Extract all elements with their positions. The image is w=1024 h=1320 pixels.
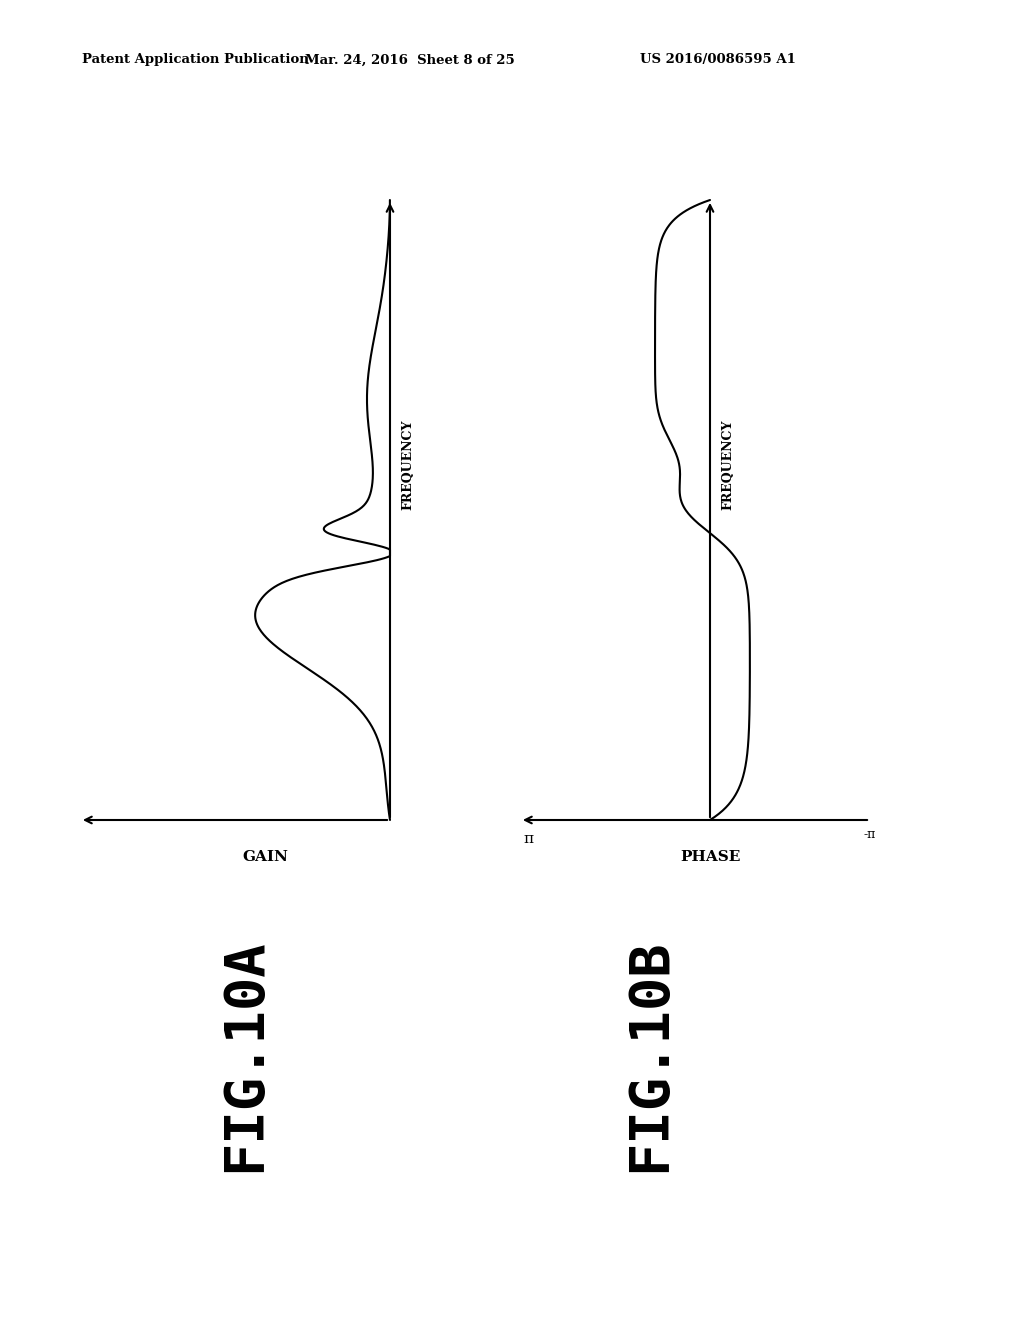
Text: GAIN: GAIN [242,850,288,865]
Text: FREQUENCY: FREQUENCY [722,420,734,510]
Text: -π: -π [864,828,877,841]
Text: FREQUENCY: FREQUENCY [401,420,415,510]
Text: US 2016/0086595 A1: US 2016/0086595 A1 [640,54,796,66]
Text: π: π [523,832,534,846]
Text: Patent Application Publication: Patent Application Publication [82,54,309,66]
Text: Mar. 24, 2016  Sheet 8 of 25: Mar. 24, 2016 Sheet 8 of 25 [305,54,515,66]
Text: PHASE: PHASE [680,850,740,865]
Text: FIG.10A: FIG.10A [218,939,271,1172]
Text: FIG.10B: FIG.10B [624,939,677,1172]
